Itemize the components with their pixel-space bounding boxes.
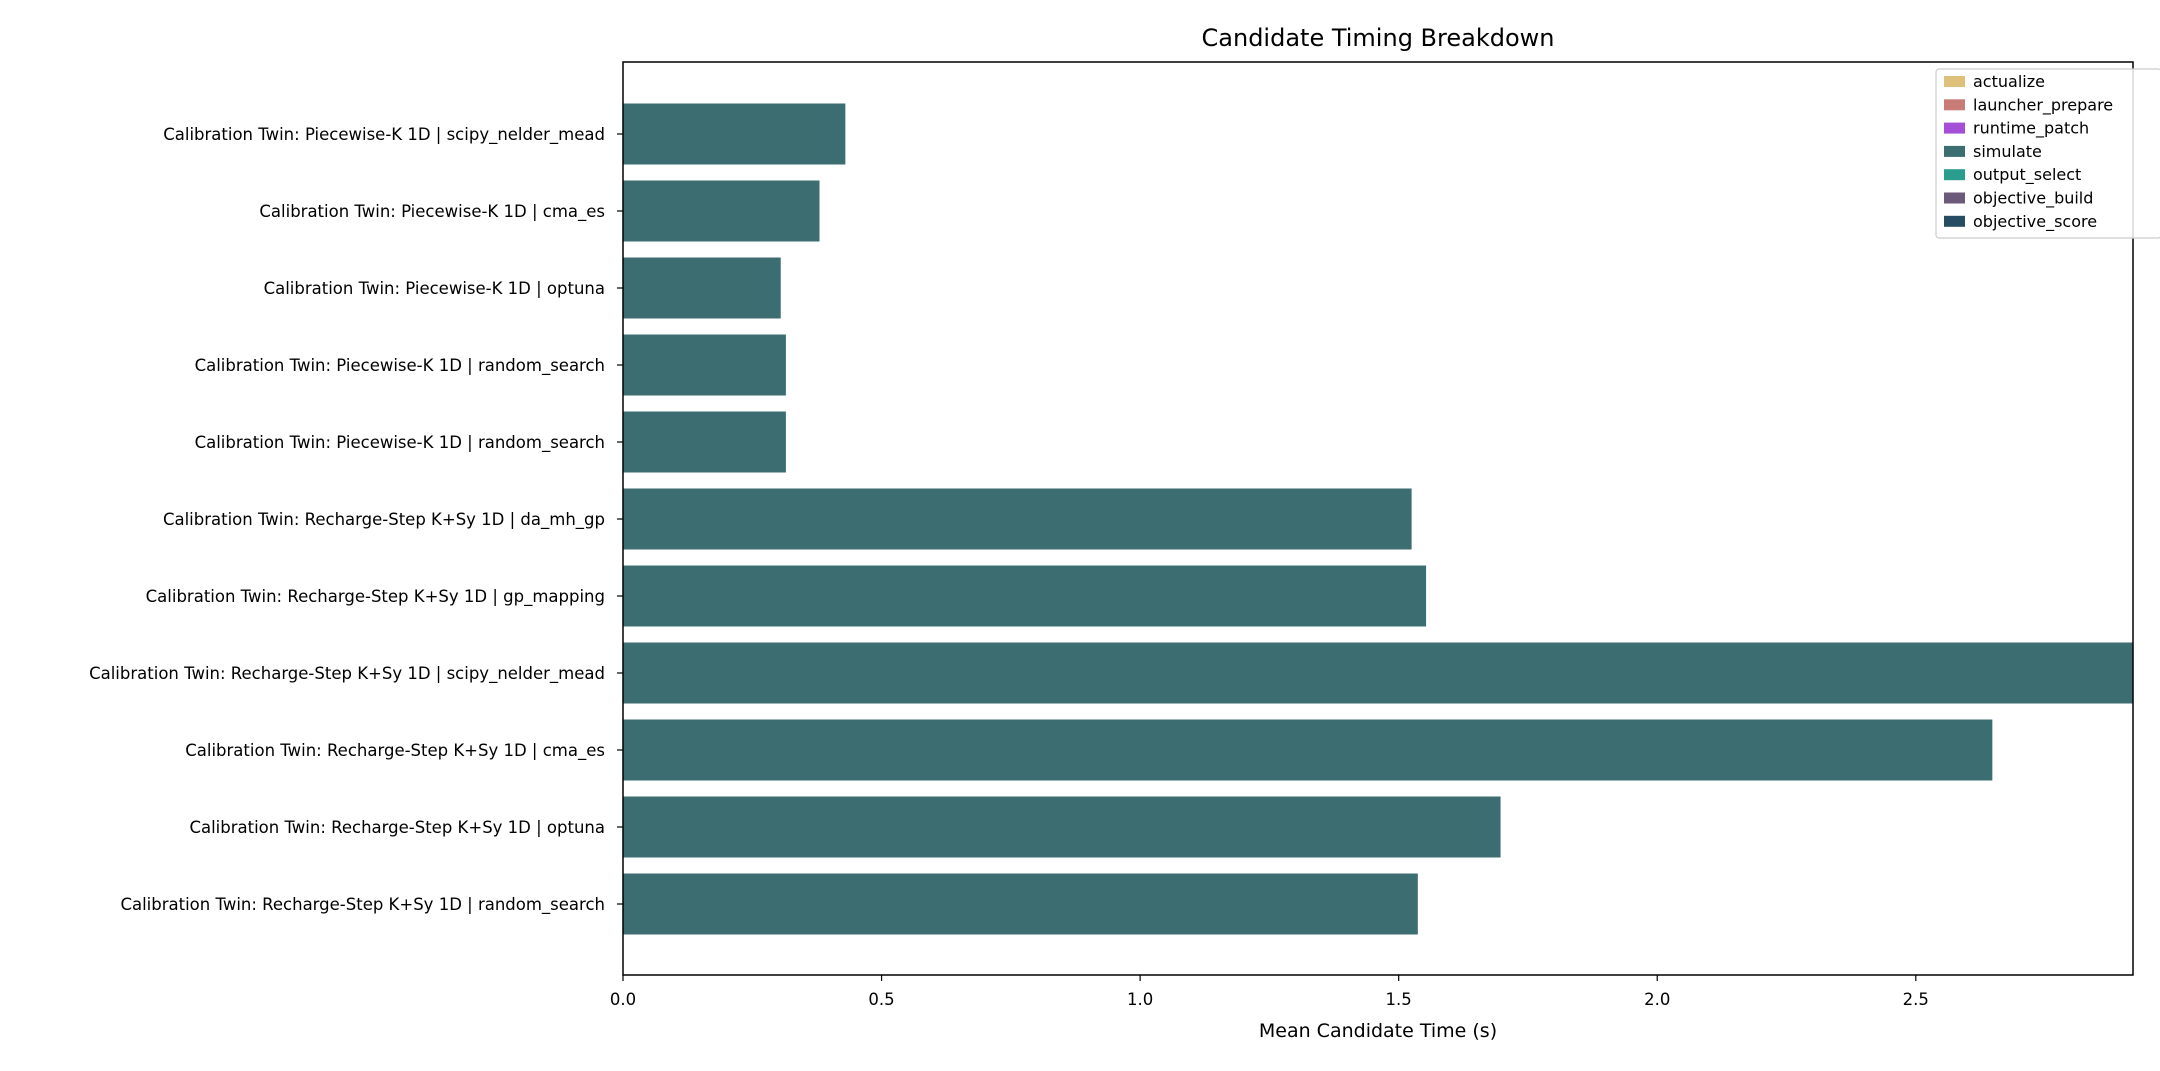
bar-simulate: [623, 411, 786, 473]
x-axis-title: Mean Candidate Time (s): [1259, 1020, 1497, 1042]
y-tick-label: Calibration Twin: Recharge-Step K+Sy 1D …: [89, 664, 605, 684]
bars-group: [623, 103, 2133, 935]
legend-swatch-objective_score: [1944, 215, 1965, 227]
y-tick-label: Calibration Twin: Piecewise-K 1D | rando…: [195, 433, 605, 453]
bar-simulate: [623, 180, 820, 242]
x-tick-label: 1.5: [1386, 990, 1412, 1009]
y-tick-label: Calibration Twin: Recharge-Step K+Sy 1D …: [163, 510, 605, 530]
y-tick-label: Calibration Twin: Piecewise-K 1D | optun…: [264, 279, 605, 298]
chart-title: Candidate Timing Breakdown: [1202, 24, 1555, 52]
legend-label-objective_build: objective_build: [1973, 189, 2093, 209]
y-tick-labels: Calibration Twin: Piecewise-K 1D | scipy…: [89, 125, 623, 915]
bar-simulate: [623, 103, 846, 165]
y-tick-label: Calibration Twin: Recharge-Step K+Sy 1D …: [185, 741, 605, 761]
legend-swatch-output_select: [1944, 169, 1965, 181]
legend-swatch-actualize: [1944, 76, 1965, 87]
legend-label-output_select: output_select: [1973, 165, 2081, 185]
x-tick-label: 0.0: [610, 990, 636, 1009]
x-tick-label: 0.5: [868, 990, 894, 1009]
y-tick-label: Calibration Twin: Piecewise-K 1D | scipy…: [163, 125, 605, 145]
y-tick-label: Calibration Twin: Recharge-Step K+Sy 1D …: [189, 818, 605, 837]
y-tick-label: Calibration Twin: Recharge-Step K+Sy 1D …: [120, 895, 605, 915]
y-tick-label: Calibration Twin: Piecewise-K 1D | cma_e…: [259, 202, 605, 222]
bar-simulate: [623, 796, 1501, 858]
bar-simulate: [623, 257, 781, 319]
bar-simulate: [623, 334, 786, 396]
legend-frame: [1935, 68, 2160, 239]
bar-simulate: [623, 719, 1993, 781]
legend-label-runtime_patch: runtime_patch: [1973, 119, 2089, 139]
x-tick-label: 2.5: [1903, 990, 1929, 1009]
legend: actualize launcher_prepare runtime_patchsi…: [1935, 68, 2160, 239]
legend-label-actualize: actualize: [1973, 72, 2045, 91]
x-tick-label: 1.0: [1127, 990, 1153, 1009]
legend-swatch-objective_build: [1944, 192, 1965, 204]
bar-simulate: [623, 565, 1427, 627]
legend-swatch-runtime_patch: [1944, 122, 1965, 134]
y-tick-label: Calibration Twin: Piecewise-K 1D | rando…: [195, 356, 605, 376]
bar-simulate: [623, 873, 1418, 935]
x-tick-label: 2.0: [1644, 990, 1670, 1009]
bar-simulate: [623, 642, 2133, 704]
plot-frame: [622, 61, 2134, 976]
legend-label-simulate: simulate: [1973, 142, 2042, 161]
bar-simulate: [623, 488, 1412, 550]
x-tick-labels: 0.0 0.5 1.0 1.5 2.0 2.5: [610, 975, 1929, 1009]
legend-label-launcher_prepare: launcher_prepare: [1973, 95, 2113, 115]
y-tick-label: Calibration Twin: Recharge-Step K+Sy 1D …: [146, 587, 605, 607]
legend-label-objective_score: objective_score: [1973, 212, 2097, 232]
legend-swatch-simulate: [1944, 145, 1965, 157]
legend-swatch-launcher_prepare: [1944, 99, 1965, 111]
